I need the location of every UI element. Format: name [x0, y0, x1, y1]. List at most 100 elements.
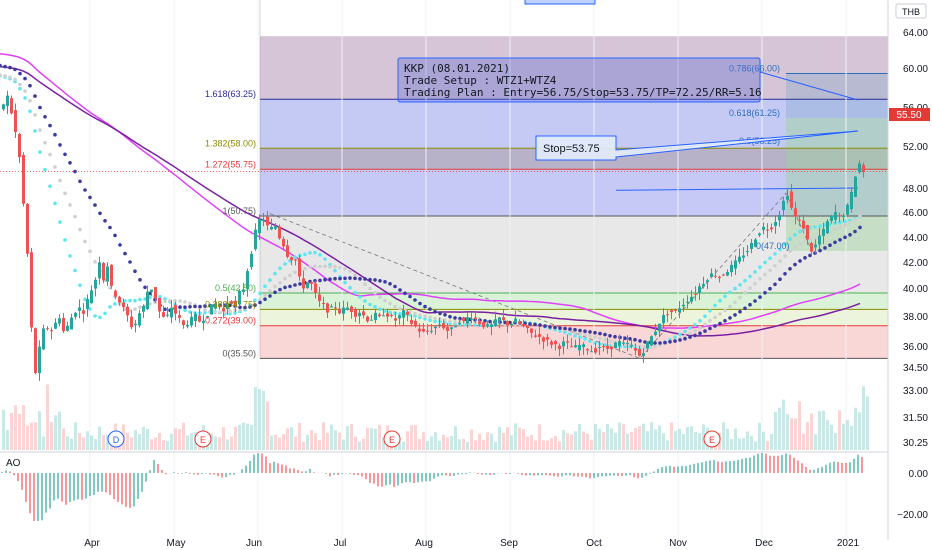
candle-body	[262, 219, 265, 221]
ma-dots-gray	[588, 334, 592, 338]
ma-dots-cyan	[268, 278, 272, 282]
ma-dots-cyan	[773, 252, 777, 256]
volume-bar	[66, 436, 69, 450]
candle-body	[210, 304, 213, 315]
fib-label-7: 0(35.50)	[222, 348, 256, 358]
axes: 64.0060.0056.0052.0048.0046.0044.0042.00…	[84, 0, 932, 550]
ma-dots-gray	[383, 298, 387, 303]
candle-body	[14, 110, 17, 133]
volume-bar	[682, 434, 685, 450]
ao-title: AO	[6, 458, 21, 469]
volume-bar	[342, 439, 345, 450]
ma-dots-cyan	[678, 332, 682, 337]
ma-dots-gray	[648, 344, 652, 349]
candle-body	[578, 344, 581, 351]
ma-dots-gray	[78, 227, 82, 232]
ma-dots-cyan	[783, 242, 787, 247]
ma-dots-gray	[63, 191, 67, 196]
candle-body	[234, 300, 237, 306]
currency-badge[interactable]: THB	[895, 3, 927, 19]
candle-body	[566, 341, 569, 343]
ma-dots-cyan	[383, 309, 387, 313]
volume-bar	[546, 440, 549, 450]
ma-dots-navy	[483, 319, 487, 323]
candle-body	[42, 328, 45, 350]
ma-dots-navy	[88, 195, 92, 200]
volume-bar	[642, 423, 645, 450]
ma-dots-navy	[438, 311, 442, 316]
candle-body	[330, 306, 333, 308]
candle-body	[586, 349, 589, 351]
candle-body	[478, 320, 481, 325]
ma-dots-gray	[593, 335, 597, 339]
ma-dots-cyan	[603, 343, 607, 347]
stop-line	[615, 187, 859, 191]
volume-bar	[38, 411, 41, 450]
ma-dots-gray	[848, 221, 852, 225]
candle-body	[118, 296, 121, 303]
ma-dots-navy	[583, 329, 587, 334]
volume-bar	[182, 422, 185, 450]
volume-bar	[18, 413, 21, 450]
ma-dots-cyan	[68, 254, 72, 258]
volume-bar	[550, 438, 553, 450]
candle-body	[266, 216, 269, 226]
ma-dots-gray	[738, 295, 742, 300]
ma-dots-gray	[223, 310, 227, 315]
ma-dots-cyan	[573, 334, 577, 338]
volume-bar	[450, 436, 453, 450]
ma-dots-cyan	[823, 223, 827, 227]
candle-body	[254, 229, 257, 250]
candle-body	[450, 327, 453, 330]
candle-body	[598, 347, 601, 349]
ma-dots-navy	[38, 105, 42, 110]
candle-body	[130, 316, 133, 328]
volume-bar	[850, 425, 853, 450]
ma-dots-gray	[348, 269, 352, 273]
candle-body	[442, 323, 445, 329]
price-tick: 38.00	[903, 312, 928, 323]
candle-body	[514, 318, 517, 323]
volume-bar	[310, 430, 313, 450]
trade-note[interactable]: KKP (08.01.2021) Trade Setup : WTZ1+WTZ4…	[397, 57, 762, 103]
candle-body	[358, 312, 361, 317]
ma-dots-gray	[443, 318, 447, 322]
volume-bar	[846, 420, 849, 450]
candle-body	[2, 104, 5, 110]
ma-dots-navy	[663, 340, 667, 345]
ma-dots-navy	[93, 203, 97, 207]
ma-dots-cyan	[313, 250, 317, 255]
volume-bar	[178, 429, 181, 450]
ma-dots-cyan	[133, 298, 137, 303]
fib-label-5: 0.382(40.75)	[205, 299, 256, 309]
ma-dots-navy	[33, 94, 37, 98]
candle-body	[270, 226, 273, 230]
fib-label-3: 1(50.75)	[222, 206, 256, 216]
candle-body	[722, 274, 725, 276]
ma-dots-navy	[243, 305, 247, 310]
volume-bar	[506, 427, 509, 450]
volume-bar	[518, 427, 521, 450]
ma-dots-navy	[123, 251, 127, 256]
volume-bar	[694, 431, 697, 450]
ma-dots-navy	[843, 235, 847, 240]
ma-dots-gray	[413, 311, 417, 316]
ma-dots-cyan	[353, 290, 357, 295]
ma-dots-navy	[738, 309, 742, 314]
stop-callout[interactable]: Stop=53.75	[535, 130, 859, 161]
event-label: E	[709, 435, 715, 445]
ma-dots-gray	[48, 152, 52, 157]
ma-dots-navy	[223, 303, 227, 308]
ma-dots-gray	[743, 290, 747, 295]
ma-dots-gray	[323, 264, 327, 269]
candle-body	[70, 317, 73, 330]
ma-dots-navy	[328, 277, 332, 282]
volume-bar	[758, 422, 761, 450]
fib-label-1: 1.382(58.00)	[205, 138, 256, 148]
ma-dots-navy	[288, 284, 292, 289]
price-tick: 46.00	[903, 208, 928, 219]
ma-dots-navy	[318, 278, 322, 283]
price-tick: 40.00	[903, 284, 928, 295]
ma-dots-cyan	[18, 86, 22, 91]
